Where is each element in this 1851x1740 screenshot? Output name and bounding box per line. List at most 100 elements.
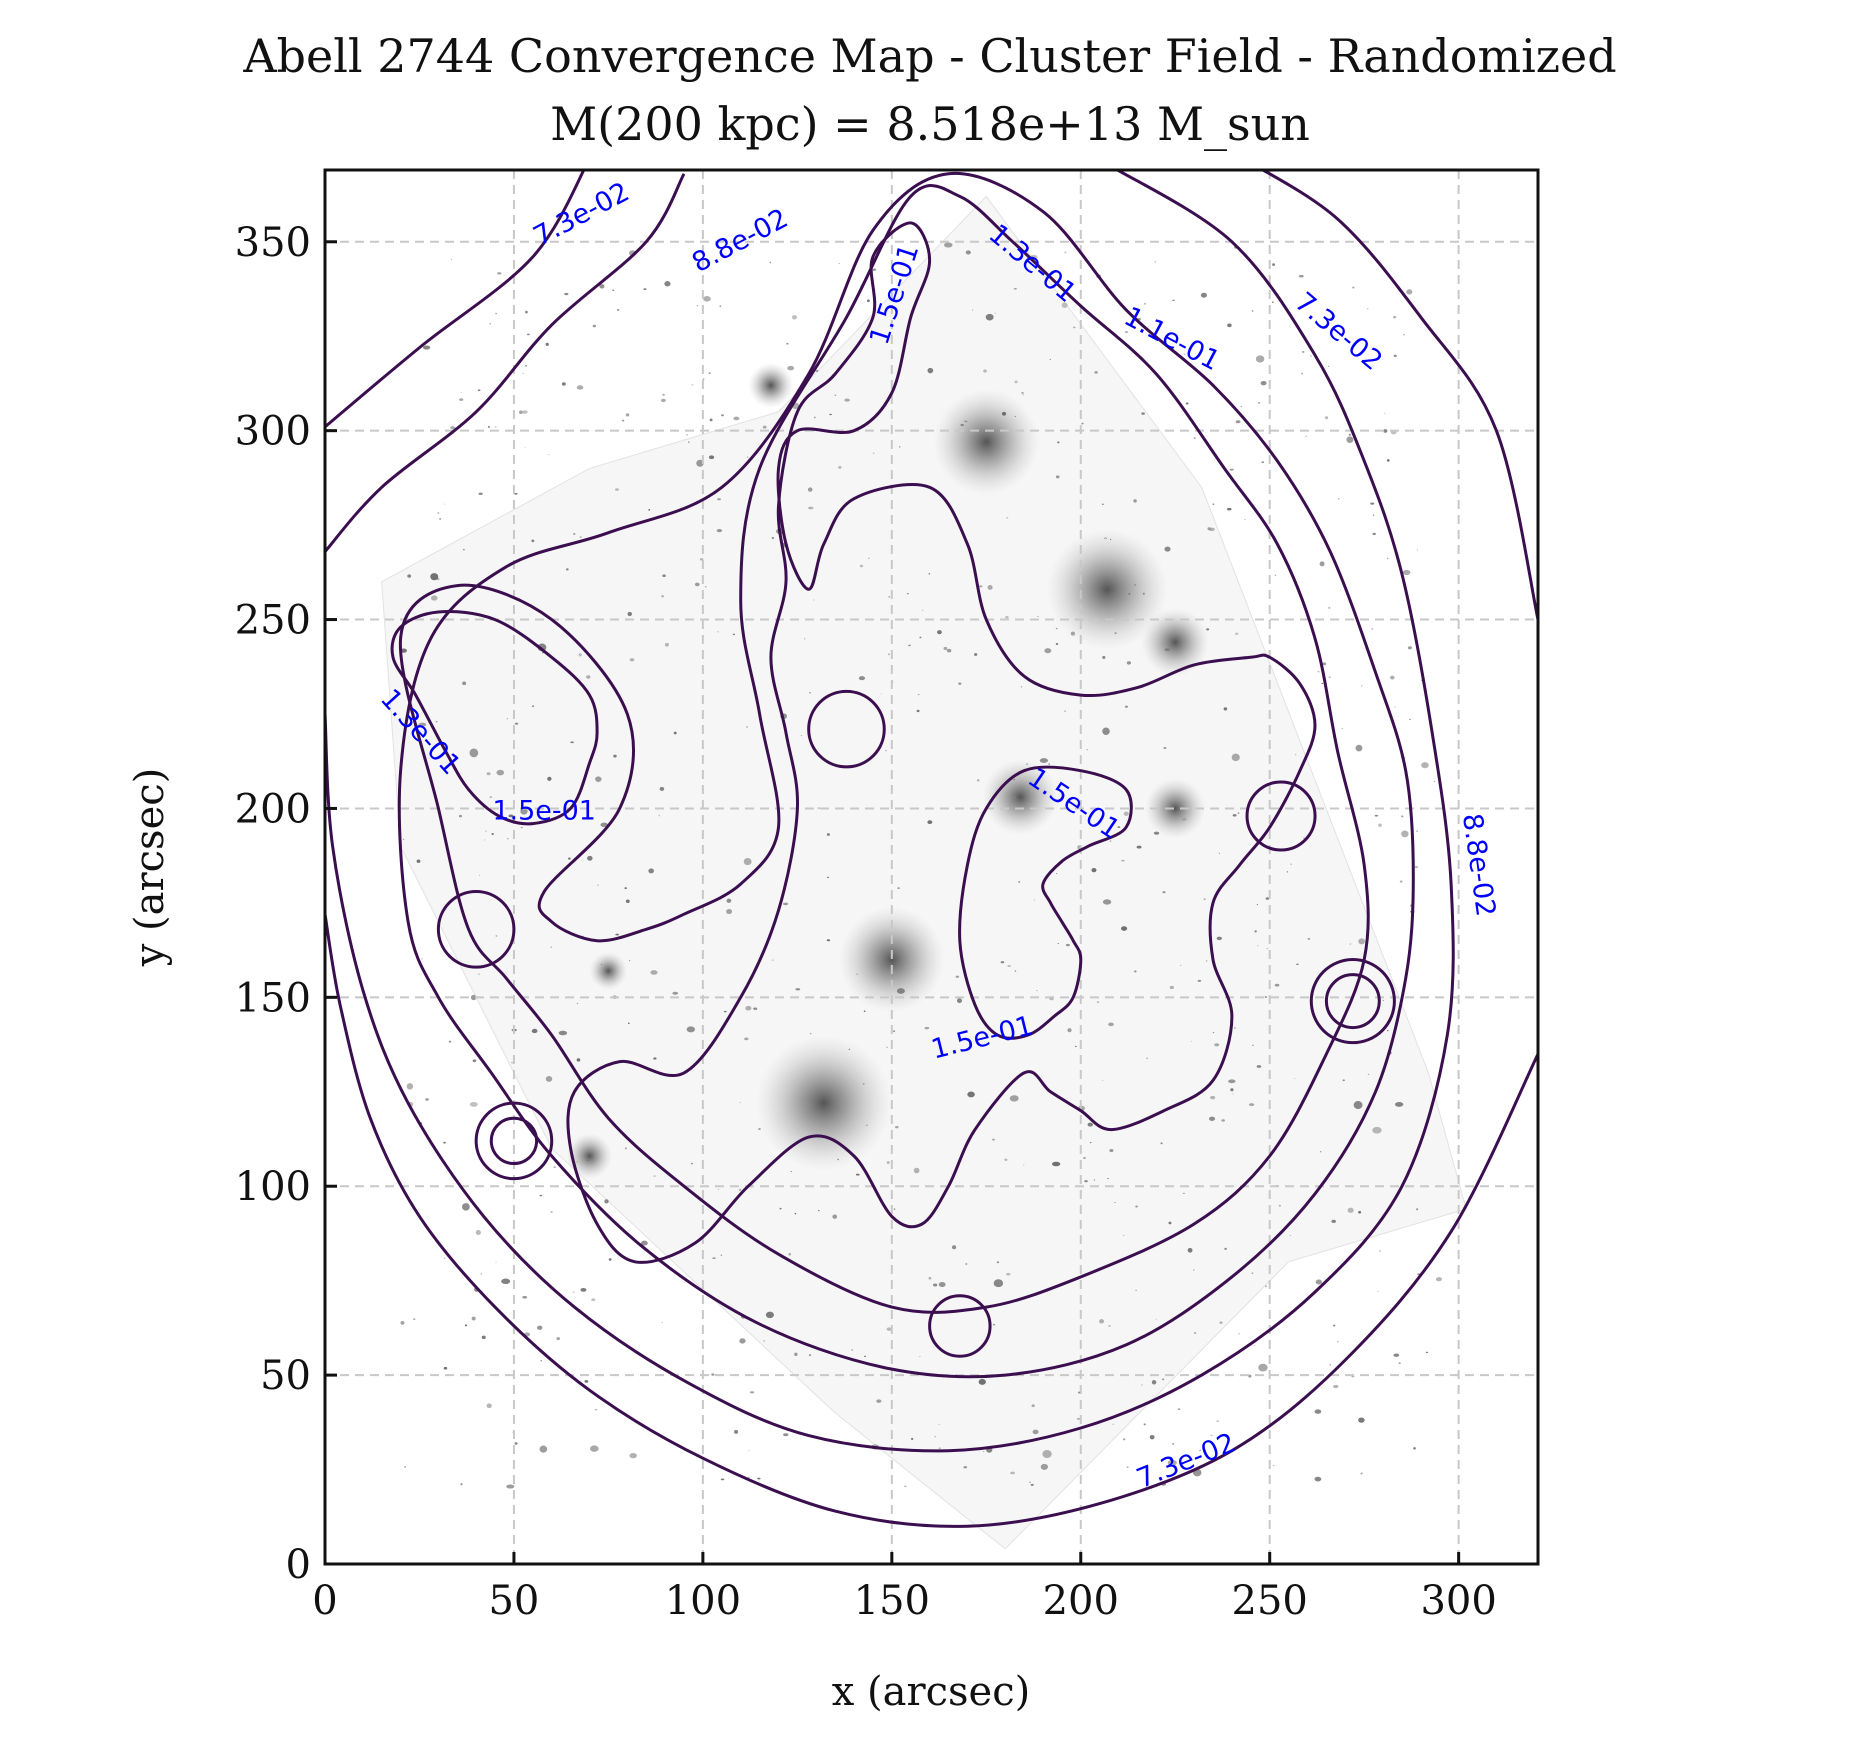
field-galaxy xyxy=(1230,1088,1234,1092)
field-galaxy xyxy=(1390,675,1395,680)
field-galaxy xyxy=(965,250,971,255)
field-galaxy xyxy=(437,512,440,514)
field-galaxy xyxy=(1333,1324,1336,1327)
field-galaxy xyxy=(1102,899,1112,905)
field-galaxy xyxy=(1122,1234,1125,1236)
field-galaxy xyxy=(1086,749,1088,751)
field-galaxy xyxy=(1073,326,1076,329)
field-galaxy xyxy=(1235,420,1241,424)
field-galaxy xyxy=(864,1355,867,1358)
field-galaxy xyxy=(1123,1438,1126,1441)
field-galaxy xyxy=(1001,411,1007,416)
field-galaxy xyxy=(1258,1363,1268,1372)
field-galaxy xyxy=(838,262,840,265)
field-galaxy xyxy=(745,1005,752,1011)
field-galaxy xyxy=(1314,1409,1322,1414)
contour-line xyxy=(489,1116,539,1166)
contour-line xyxy=(325,170,586,429)
field-galaxy xyxy=(1143,1423,1146,1426)
field-galaxy xyxy=(443,1141,446,1144)
field-galaxy xyxy=(1109,840,1112,842)
y-tick-label: 250 xyxy=(235,598,311,644)
field-galaxy xyxy=(1382,999,1384,1001)
field-galaxy xyxy=(624,887,628,890)
field-galaxy xyxy=(556,1337,561,1341)
field-galaxy xyxy=(576,1161,578,1163)
field-galaxy xyxy=(550,946,552,948)
field-galaxy xyxy=(938,1281,946,1288)
field-galaxy xyxy=(1055,627,1058,630)
field-galaxy xyxy=(1212,1031,1215,1034)
contour-line xyxy=(1309,958,1396,1045)
field-galaxy xyxy=(927,367,934,374)
field-galaxy xyxy=(992,1138,995,1141)
field-galaxy xyxy=(658,815,660,817)
field-galaxy xyxy=(1164,648,1170,652)
field-galaxy xyxy=(866,299,870,303)
y-tick-label: 200 xyxy=(235,786,311,832)
field-galaxy xyxy=(1231,753,1240,762)
field-galaxy xyxy=(514,1442,518,1445)
field-galaxy xyxy=(993,1323,996,1326)
field-galaxy xyxy=(1168,1221,1172,1225)
field-galaxy xyxy=(686,1026,696,1033)
field-galaxy xyxy=(430,573,439,581)
field-galaxy xyxy=(1193,437,1196,440)
field-galaxy xyxy=(1021,392,1024,394)
field-galaxy xyxy=(463,548,465,551)
field-galaxy xyxy=(1181,817,1187,821)
field-galaxy xyxy=(1102,727,1110,735)
field-galaxy xyxy=(938,1423,940,1425)
field-galaxy xyxy=(753,1007,758,1010)
field-galaxy xyxy=(469,1101,478,1107)
field-galaxy xyxy=(719,305,722,307)
field-galaxy xyxy=(1179,964,1182,966)
field-galaxy xyxy=(1310,355,1312,357)
field-galaxy xyxy=(1347,1207,1354,1213)
galaxy-glow xyxy=(566,1133,613,1179)
field-galaxy xyxy=(1393,1353,1400,1357)
field-galaxy xyxy=(717,631,719,633)
field-galaxy xyxy=(1296,963,1299,965)
field-galaxy xyxy=(956,998,963,1004)
contour-label: 7.3e-02 xyxy=(1289,286,1388,376)
field-galaxy xyxy=(600,822,608,827)
field-galaxy xyxy=(1329,1364,1332,1366)
field-galaxy xyxy=(982,1450,985,1453)
field-galaxy xyxy=(1109,538,1112,540)
field-galaxy xyxy=(450,426,456,430)
field-galaxy xyxy=(1096,1001,1100,1003)
contour-line xyxy=(566,221,1317,1264)
field-galaxy xyxy=(1108,1022,1114,1027)
field-galaxy xyxy=(1360,1472,1363,1475)
field-galaxy xyxy=(1290,863,1293,866)
field-galaxy xyxy=(1135,1205,1138,1208)
field-galaxy xyxy=(1244,519,1246,521)
field-galaxy xyxy=(547,776,552,781)
field-galaxy xyxy=(1124,705,1128,708)
field-galaxy xyxy=(856,973,859,975)
field-galaxy xyxy=(1089,1141,1092,1144)
field-galaxy xyxy=(1022,394,1024,396)
field-galaxy xyxy=(1099,1319,1105,1324)
field-galaxy xyxy=(950,1172,953,1174)
field-galaxy xyxy=(1394,706,1396,708)
field-galaxy xyxy=(1399,880,1403,883)
field-galaxy xyxy=(1049,358,1051,361)
field-galaxy xyxy=(1218,852,1221,854)
field-galaxy xyxy=(880,693,882,695)
field-galaxy xyxy=(1005,616,1009,619)
field-galaxy xyxy=(477,389,481,392)
field-galaxy xyxy=(525,310,528,314)
field-galaxy xyxy=(1169,985,1174,990)
field-galaxy xyxy=(496,769,505,776)
contour-line xyxy=(397,171,1415,1379)
field-galaxy xyxy=(1302,837,1306,839)
field-galaxy xyxy=(1208,1116,1216,1121)
field-galaxy xyxy=(694,582,700,587)
field-galaxy xyxy=(400,1321,405,1325)
field-galaxy xyxy=(757,1477,761,1480)
field-galaxy xyxy=(1095,823,1099,826)
field-galaxy xyxy=(1134,970,1137,973)
image-footprint xyxy=(381,195,1467,1550)
